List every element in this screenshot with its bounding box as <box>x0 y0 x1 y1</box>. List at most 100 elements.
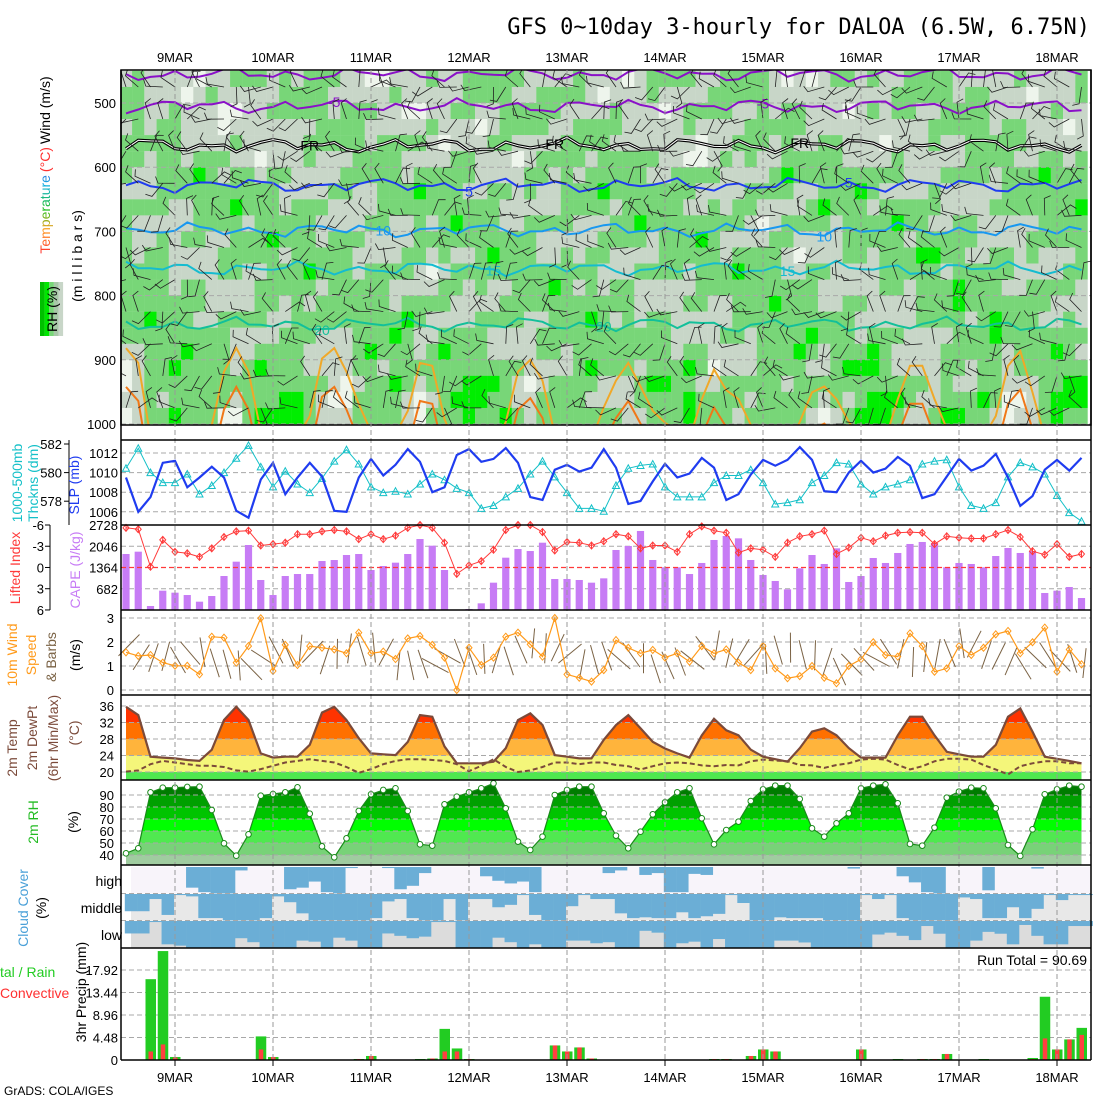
rh-cell <box>254 263 267 280</box>
wind-barb <box>1048 118 1070 128</box>
wind-barb <box>519 70 531 88</box>
rh-cell <box>475 407 488 425</box>
rh-cell <box>683 103 696 120</box>
wind-barb <box>727 70 739 88</box>
rh-cell <box>193 343 206 360</box>
cloud-bar-low <box>590 921 603 944</box>
rh-cell <box>144 215 157 232</box>
rh-cell <box>879 359 892 376</box>
wind-barb <box>284 327 299 344</box>
rh-cell <box>965 343 978 360</box>
wind-speed-point <box>783 673 792 683</box>
rh-cell <box>940 327 953 344</box>
wind-barb <box>907 134 923 152</box>
rh-cell <box>242 151 255 168</box>
rh-cell <box>842 327 855 344</box>
cloud-bar-low <box>823 921 836 948</box>
rh-cell <box>1075 327 1088 344</box>
wind-barb <box>344 390 360 409</box>
cloud-bar-middle <box>492 894 505 908</box>
wind-barb <box>332 70 347 88</box>
cloud-bar-low <box>798 921 812 943</box>
wind-barb <box>217 118 237 131</box>
wind-barb <box>489 86 507 102</box>
rh-cell <box>291 279 304 296</box>
rh-cell <box>879 231 892 248</box>
rh-cell <box>401 247 414 264</box>
wind-barb <box>801 375 813 394</box>
wind-barb <box>397 311 409 330</box>
cape-bar <box>379 566 387 610</box>
rh-cell <box>438 119 451 136</box>
rh-cell <box>121 231 133 248</box>
wind-barb <box>387 208 408 216</box>
wind-barb <box>1039 332 1058 345</box>
temp-tick-label: 32 <box>100 716 114 731</box>
rh-cell <box>205 359 218 376</box>
wind-label: Wind (m/s) <box>37 76 53 144</box>
rh-cell <box>622 199 635 216</box>
rh-point <box>490 780 497 787</box>
contour-30c <box>125 384 1033 425</box>
rh-cell <box>536 167 549 184</box>
cape-bar <box>820 563 828 610</box>
wind-barb <box>521 355 531 377</box>
rh-point <box>808 825 816 832</box>
rh-cell <box>609 183 623 200</box>
rh-cell <box>573 327 586 344</box>
rh-cell <box>1063 375 1076 393</box>
rh-cell <box>230 311 243 328</box>
rh-cell <box>144 375 157 393</box>
rh-cell <box>499 327 512 344</box>
pressure-tick-label: 1000 <box>87 417 116 432</box>
rh-cell <box>989 119 1002 136</box>
rh-cell <box>1063 183 1076 200</box>
rh-cell <box>413 247 427 264</box>
wind-speed-point <box>453 685 461 695</box>
rh-cell <box>903 151 917 168</box>
rh-cell <box>1001 343 1015 360</box>
wind-barb <box>547 272 568 280</box>
rh-cell <box>413 295 427 312</box>
rh-cell <box>254 167 267 184</box>
cloud-bar-middle <box>982 894 995 919</box>
thickness-point <box>170 478 180 487</box>
cloud-bar-middle <box>700 894 714 917</box>
wind-barb <box>354 137 372 152</box>
cloud-bar-middle <box>921 894 934 921</box>
rh-cell <box>121 86 133 104</box>
wind-barb <box>901 86 923 94</box>
thickness-point <box>231 453 241 462</box>
rh-cell <box>315 86 329 104</box>
wind-barb <box>772 359 788 377</box>
wind-barb <box>498 207 519 216</box>
rh-cell <box>426 311 439 328</box>
wind-barb <box>245 264 261 280</box>
wind-barb <box>252 85 274 92</box>
rh-cell <box>585 343 598 360</box>
thickness-point <box>721 470 731 479</box>
wind-barb <box>1011 343 1033 351</box>
wind-barb <box>866 290 874 312</box>
wind-barb <box>882 168 898 184</box>
wind-barb <box>431 234 451 248</box>
wind-barb <box>288 182 310 191</box>
rh-cell <box>499 119 512 136</box>
rh-cell <box>707 199 721 216</box>
rh-cell <box>242 279 255 296</box>
surface-wind-barb <box>336 638 338 669</box>
rh-cell <box>965 407 978 425</box>
rh-cell <box>1026 215 1039 232</box>
wind-barb <box>1038 108 1058 120</box>
cloud-bar-middle <box>908 894 922 921</box>
wind-barb <box>1021 228 1033 248</box>
wind-barb <box>223 132 234 152</box>
cape-bar <box>428 545 436 610</box>
rh-cell <box>536 183 549 200</box>
rh-cell <box>230 199 243 216</box>
wind-barb <box>782 98 789 120</box>
temp-title-1: 2m Temp <box>4 719 20 777</box>
wind-barb <box>605 70 617 88</box>
wind-barb <box>819 343 837 358</box>
thickness-point <box>795 495 805 504</box>
